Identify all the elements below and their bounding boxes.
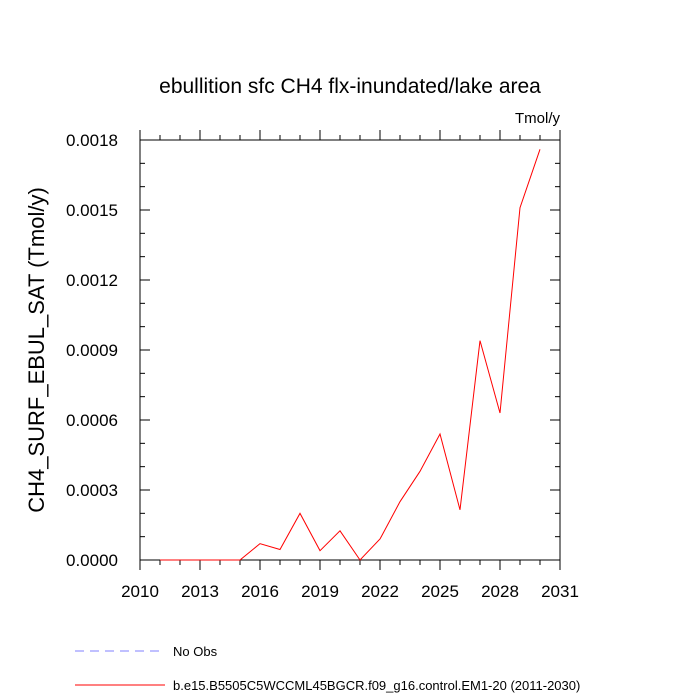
units-label: Tmol/y	[515, 110, 561, 127]
y-tick-label: 0.0000	[66, 551, 118, 570]
legend-label-control: b.e15.B5505C5WCCML45BGCR.f09_g16.control…	[173, 678, 580, 693]
y-tick-label: 0.0003	[66, 481, 118, 500]
legend: No Obs b.e15.B5505C5WCCML45BGCR.f09_g16.…	[75, 644, 580, 693]
series-line-0	[160, 149, 541, 561]
x-tick-label: 2013	[181, 582, 219, 601]
legend-label-no-obs: No Obs	[173, 644, 218, 659]
series-layer	[160, 149, 541, 561]
x-tick-label: 2016	[241, 582, 279, 601]
y-tick-label: 0.0006	[66, 411, 118, 430]
x-tick-label: 2022	[361, 582, 399, 601]
y-tick-label: 0.0018	[66, 131, 118, 150]
y-tick-label: 0.0012	[66, 271, 118, 290]
y-axis-label: CH4_SURF_EBUL_SAT (Tmol/y)	[24, 187, 49, 513]
x-tick-labels: 2010 2013 2016 2019 2022 2025 2028 2031	[121, 582, 579, 601]
x-tick-label: 2028	[481, 582, 519, 601]
y-tick-label: 0.0015	[66, 201, 118, 220]
chart-title: ebullition sfc CH4 flx-inundated/lake ar…	[159, 75, 541, 98]
y-tick-labels: 0.0000 0.0003 0.0006 0.0009 0.0012 0.0015 0.00…	[66, 131, 118, 570]
x-tick-label: 2031	[541, 582, 579, 601]
axis-ticks	[139, 130, 561, 570]
x-tick-label: 2025	[421, 582, 459, 601]
x-tick-label: 2019	[301, 582, 339, 601]
y-tick-label: 0.0009	[66, 341, 118, 360]
plot-frame	[139, 139, 561, 561]
x-tick-label: 2010	[121, 582, 159, 601]
